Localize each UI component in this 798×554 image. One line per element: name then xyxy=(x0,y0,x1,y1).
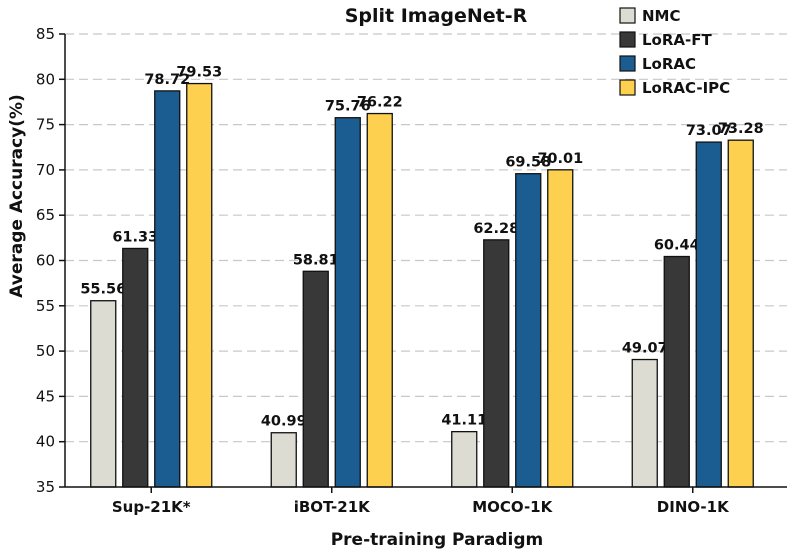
data-label: 70.01 xyxy=(537,151,583,167)
chart-title: Split ImageNet-R xyxy=(345,5,528,27)
data-label: 75.76 xyxy=(325,99,371,115)
y-tick-label: 45 xyxy=(36,387,55,405)
x-tick-label: iBOT-21K xyxy=(294,498,371,516)
data-label: 79.53 xyxy=(176,65,222,81)
legend-swatch xyxy=(619,79,636,96)
data-label: 69.58 xyxy=(505,155,551,171)
legend-label: LoRAC xyxy=(642,55,696,73)
bar-lorac-ipc-2 xyxy=(547,169,574,488)
x-tick-label: Sup-21K* xyxy=(112,498,191,516)
data-label: 40.99 xyxy=(261,414,307,430)
bar-lorac-0 xyxy=(154,90,181,488)
y-axis-title: Average Accuracy(%) xyxy=(7,94,27,298)
legend-swatch xyxy=(619,31,636,48)
bar-lorac-ipc-3 xyxy=(727,139,754,488)
bar-nmc-0 xyxy=(90,300,117,488)
data-label: 62.28 xyxy=(473,221,519,237)
axes: 35 40 45 50 55 60 65 70 75 80 85 Sup-21K* iBOT-21K MO… xyxy=(36,25,787,516)
bar-nmc-3 xyxy=(631,358,658,488)
x-axis-title: Pre-training Paradigm xyxy=(331,530,544,550)
data-label: 55.56 xyxy=(80,282,126,298)
x-tick-label: DINO-1K xyxy=(657,498,730,516)
bar-nmc-1 xyxy=(270,432,297,488)
bar-lorac-ipc-0 xyxy=(186,82,213,488)
y-tick-label: 40 xyxy=(36,433,55,451)
bar-lorac-2 xyxy=(515,173,542,488)
data-label: 61.33 xyxy=(112,229,158,245)
bar-lora-ft-2 xyxy=(483,239,510,488)
y-tick-label: 35 xyxy=(36,478,55,496)
y-tick-label: 75 xyxy=(36,116,55,134)
y-tick-label: 50 xyxy=(36,342,55,360)
bar-lorac-ipc-1 xyxy=(366,112,393,488)
y-tick-label: 70 xyxy=(36,161,55,179)
data-label: 73.07 xyxy=(686,123,732,139)
y-tick-label: 55 xyxy=(36,297,55,315)
bar-lora-ft-1 xyxy=(302,270,329,488)
data-label: 49.07 xyxy=(622,341,668,357)
legend-label: LoRA-FT xyxy=(642,31,712,49)
data-label: 41.11 xyxy=(441,413,487,429)
bar-lora-ft-3 xyxy=(663,255,690,488)
bar-lora-ft-0 xyxy=(122,247,149,488)
data-label: 73.28 xyxy=(718,121,764,137)
legend-swatch xyxy=(619,7,636,24)
legend-label: LoRAC-IPC xyxy=(642,79,730,97)
legend: NMC LoRA-FT LoRAC LoRAC-IPC xyxy=(619,7,730,97)
data-label: 60.44 xyxy=(654,238,700,254)
data-label: 78.72 xyxy=(144,72,190,88)
bar-lorac-1 xyxy=(334,117,361,488)
bar-lorac-3 xyxy=(695,141,722,488)
y-tick-label: 65 xyxy=(36,206,55,224)
bar-nmc-2 xyxy=(451,430,478,488)
y-tick-label: 60 xyxy=(36,252,55,270)
data-label: 76.22 xyxy=(357,95,403,111)
legend-swatch xyxy=(619,55,636,72)
data-label: 58.81 xyxy=(293,252,339,268)
y-tick-label: 80 xyxy=(36,70,55,88)
y-tick-label: 85 xyxy=(36,25,55,43)
x-tick-label: MOCO-1K xyxy=(472,498,553,516)
legend-label: NMC xyxy=(642,7,681,25)
grid-lines xyxy=(65,33,787,443)
